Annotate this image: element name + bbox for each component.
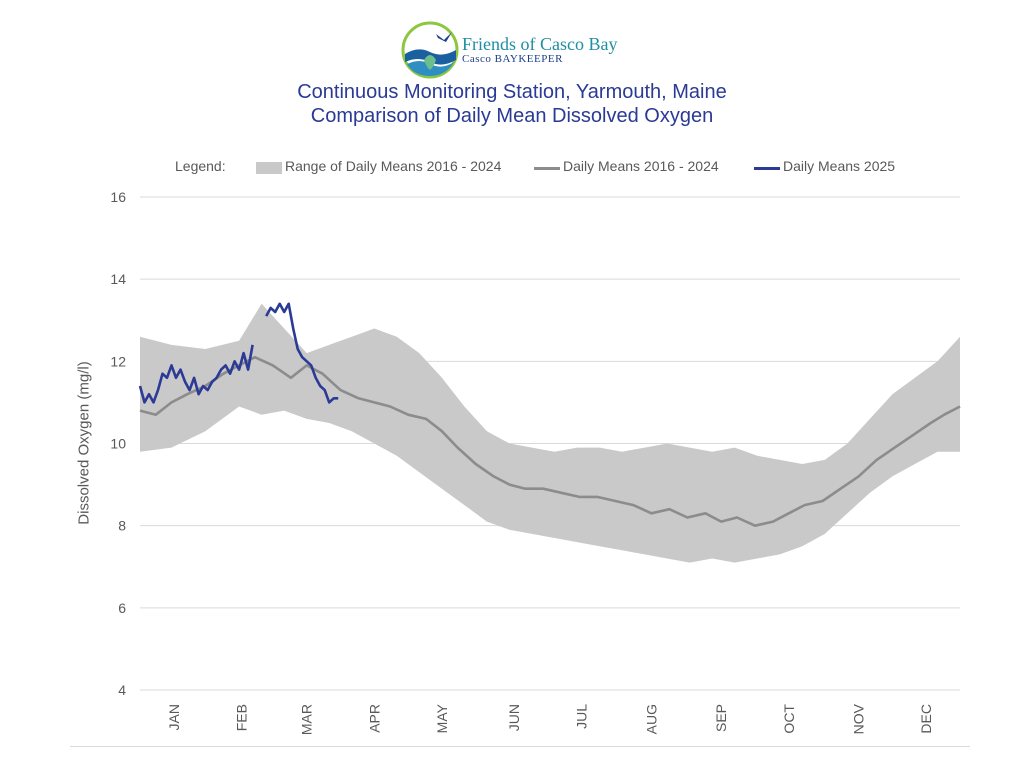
y-tick-label: 14 bbox=[110, 271, 126, 287]
mean-line-2016-2024 bbox=[139, 355, 961, 527]
x-tick-label: JAN bbox=[166, 704, 182, 730]
legend-swatch-current bbox=[754, 167, 780, 170]
x-tick-label: FEB bbox=[233, 704, 249, 731]
x-tick-label: NOV bbox=[851, 703, 867, 734]
x-tick-label: AUG bbox=[643, 704, 659, 734]
brand-name: Friends of Casco Bay bbox=[462, 34, 618, 54]
chart-subtitle: Comparison of Daily Mean Dissolved Oxyge… bbox=[310, 105, 714, 127]
legend-swatch-mean bbox=[534, 167, 560, 170]
chart-title: Continuous Monitoring Station, Yarmouth,… bbox=[297, 81, 727, 103]
y-tick-label: 8 bbox=[118, 518, 126, 534]
mean-line-2025 bbox=[138, 302, 339, 404]
x-tick-label: MAY bbox=[434, 703, 450, 733]
x-tick-label: APR bbox=[366, 704, 382, 733]
brand-subtitle: Casco BAYKEEPER bbox=[462, 53, 563, 65]
x-tick-label: MAR bbox=[299, 704, 315, 735]
legend-title: Legend: bbox=[175, 158, 226, 174]
legend-label-current: Daily Means 2025 bbox=[783, 158, 896, 174]
logo-emblem-icon bbox=[401, 21, 459, 79]
x-tick-label: JUN bbox=[506, 704, 522, 731]
legend-label-range: Range of Daily Means 2016 - 2024 bbox=[285, 158, 502, 174]
y-tick-label: 4 bbox=[118, 682, 126, 698]
legend-swatch-range bbox=[256, 162, 282, 174]
y-tick-label: 12 bbox=[110, 353, 126, 369]
x-tick-label: DEC bbox=[918, 704, 934, 734]
y-tick-label: 16 bbox=[110, 189, 126, 205]
legend-label-mean: Daily Means 2016 - 2024 bbox=[563, 158, 719, 174]
footer-divider bbox=[70, 746, 970, 747]
x-tick-label: JUL bbox=[574, 704, 590, 729]
y-tick-label: 10 bbox=[110, 436, 126, 452]
y-tick-label: 6 bbox=[118, 600, 126, 616]
legend: Legend: Range of Daily Means 2016 - 2024… bbox=[0, 158, 1024, 178]
x-tick-label: OCT bbox=[781, 704, 797, 734]
x-tick-label: SEP bbox=[713, 704, 729, 732]
range-band bbox=[140, 303, 960, 563]
logo: Friends of Casco Bay Casco BAYKEEPER bbox=[400, 20, 640, 82]
